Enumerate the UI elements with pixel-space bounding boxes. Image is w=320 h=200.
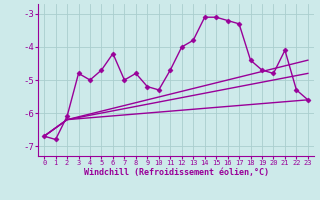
X-axis label: Windchill (Refroidissement éolien,°C): Windchill (Refroidissement éolien,°C) bbox=[84, 168, 268, 177]
